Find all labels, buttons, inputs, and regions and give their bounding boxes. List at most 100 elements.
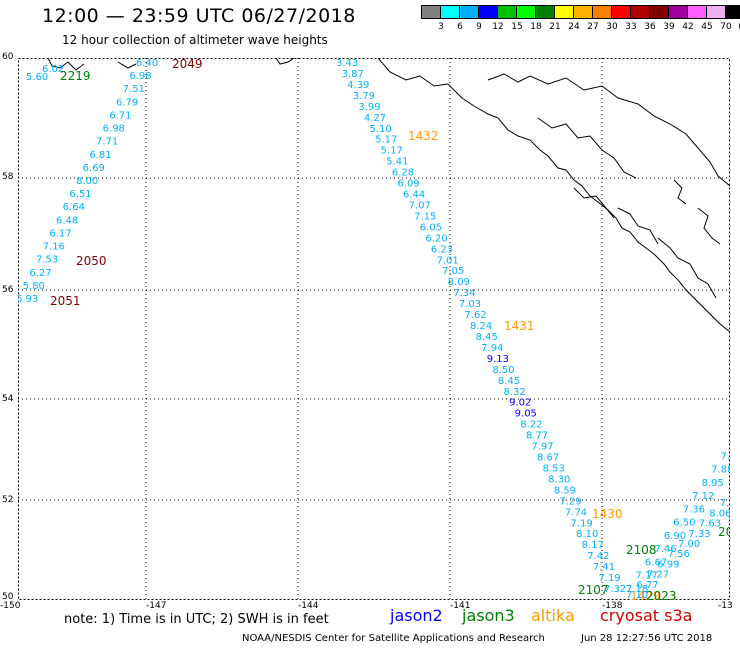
legend-swatch [440, 5, 460, 19]
wave-height-value: 8.32 [504, 387, 526, 398]
wave-height-value: 7.19 [571, 518, 593, 529]
map-border [18, 58, 730, 600]
legend-swatch [592, 5, 612, 19]
wave-height-value: 7.46 [654, 544, 676, 555]
wave-height-value: 8.30 [548, 474, 570, 485]
wave-height-value: 6.28 [392, 168, 414, 179]
wave-height-value: 6.48 [56, 215, 78, 226]
wave-height-value: 6.17 [49, 228, 71, 239]
wave-height-value: 8.00 [76, 176, 98, 187]
graticule [18, 58, 730, 600]
wave-height-value: 7.42 [587, 551, 609, 562]
wave-height-value: 7.97 [531, 442, 553, 453]
wave-height-value: 6.99 [657, 559, 679, 570]
legend-label: 24 [568, 22, 580, 32]
wave-height-value: 9.05 [515, 409, 537, 420]
legend-label: 27 [587, 22, 599, 32]
legend-label: 6 [457, 22, 463, 32]
wave-height-value: 7.07 [409, 200, 431, 211]
legend-swatch [459, 5, 479, 19]
legend-swatch [668, 5, 688, 19]
wave-height-value: 8.10 [576, 529, 598, 540]
time-label: 1430 [592, 507, 623, 521]
wave-height-value: 8.24 [470, 321, 492, 332]
wave-height-value: 7.53 [36, 255, 58, 266]
x-tick-label: -150 [0, 601, 21, 611]
y-tick-label: 58 [2, 172, 14, 182]
wave-height-value: 6.69 [83, 163, 105, 174]
legend-label: 42 [682, 22, 694, 32]
wave-height-value: 7.00 [678, 539, 700, 550]
wave-height-value: 7.2 [720, 498, 730, 509]
legend-label: 36 [644, 22, 656, 32]
wave-height-value: 6.09 [397, 179, 419, 190]
legend-label: 45 [701, 22, 713, 32]
wave-height-value: 8.53 [543, 463, 565, 474]
wave-height-value: 7.17 [635, 571, 657, 582]
wave-height-value: 6.20 [425, 233, 447, 244]
legend-swatch [554, 5, 574, 19]
time-label: 2051 [50, 294, 81, 308]
satellite-label-altika: altika [531, 606, 575, 625]
wave-height-value: 6.98 [129, 71, 151, 82]
wave-height-value: 6.79 [116, 97, 138, 108]
wave-height-value: 3.87 [342, 69, 364, 80]
legend-swatch [535, 5, 555, 19]
wave-height-value: 7.88 [721, 451, 730, 462]
wave-height-value: 3.43 [336, 58, 358, 69]
wave-height-value: 6.81 [89, 150, 111, 161]
wave-height-value: 8.95 [702, 478, 724, 489]
wave-height-value: 8.17 [582, 540, 604, 551]
x-tick-label: -13 [718, 601, 733, 611]
wave-height-value: 6.51 [69, 189, 91, 200]
wave-height-value: 6.27 [29, 268, 51, 279]
wave-height-value: 7.18 [626, 584, 648, 595]
coastline-segment [673, 179, 687, 205]
legend-swatch [573, 5, 593, 19]
wave-height-value: 5.60 [26, 72, 48, 83]
y-tick-label: 60 [2, 52, 14, 62]
wave-height-value: 8.77 [526, 431, 548, 442]
wave-height-value: 6.50 [673, 518, 695, 529]
satellite-label-jason2: jason2 [390, 606, 443, 625]
legend-label: 18 [530, 22, 542, 32]
time-label: 1429 [630, 589, 661, 600]
wave-height-value: 6.05 [420, 222, 442, 233]
time-label: 1431 [504, 319, 535, 333]
wave-height-value: 7.63 [699, 519, 721, 530]
time-label: 2108 [626, 543, 657, 557]
coastline-segment [487, 73, 730, 187]
wave-height-value: 8.45 [498, 376, 520, 387]
x-tick-label: -141 [450, 601, 471, 611]
coastline [47, 58, 730, 333]
legend-swatch [478, 5, 498, 19]
altimeter-map: 6.40 6.98 7.51 6.79 6.71 6.98 7.71 6.81 6.69 8.00… [18, 58, 730, 600]
wave-height-value: 7.27 [647, 570, 669, 581]
wave-height-value: 7.51 [123, 84, 145, 95]
wave-height-value: 6.64 [63, 202, 85, 213]
wave-height-value: 6.77 [636, 580, 658, 591]
wave-height-value: 6.90 [664, 531, 686, 542]
legend-label: 21 [549, 22, 561, 32]
note-text: note: 1) Time is in UTC; 2) SWH is in fe… [64, 612, 329, 627]
coastline-segment [117, 61, 137, 69]
wave-height-value: 7.19 [598, 573, 620, 584]
wave-height-value: 7.10 [626, 590, 648, 600]
wave-height-value: 7.62 [464, 310, 486, 321]
wave-height-value: 5.41 [386, 157, 408, 168]
wave-height-value: 6.98 [103, 124, 125, 135]
track-values: 6.40 6.98 7.51 6.79 6.71 6.98 7.71 6.81 6.69 8.00… [18, 58, 730, 600]
x-tick-label: -144 [298, 601, 319, 611]
legend-label: 33 [625, 22, 637, 32]
y-tick-label: 56 [2, 285, 14, 295]
wave-height-value: 4.39 [347, 80, 369, 91]
x-tick-label: -147 [146, 601, 167, 611]
coastline-segment [657, 237, 717, 299]
wave-height-value: 8.50 [492, 365, 514, 376]
wave-height-value: 6.44 [403, 190, 425, 201]
wave-height-value: 7.33 [688, 529, 710, 540]
coastline-segment [47, 58, 85, 71]
wave-height-value: 9.02 [509, 398, 531, 409]
legend-label: 39 [663, 22, 675, 32]
